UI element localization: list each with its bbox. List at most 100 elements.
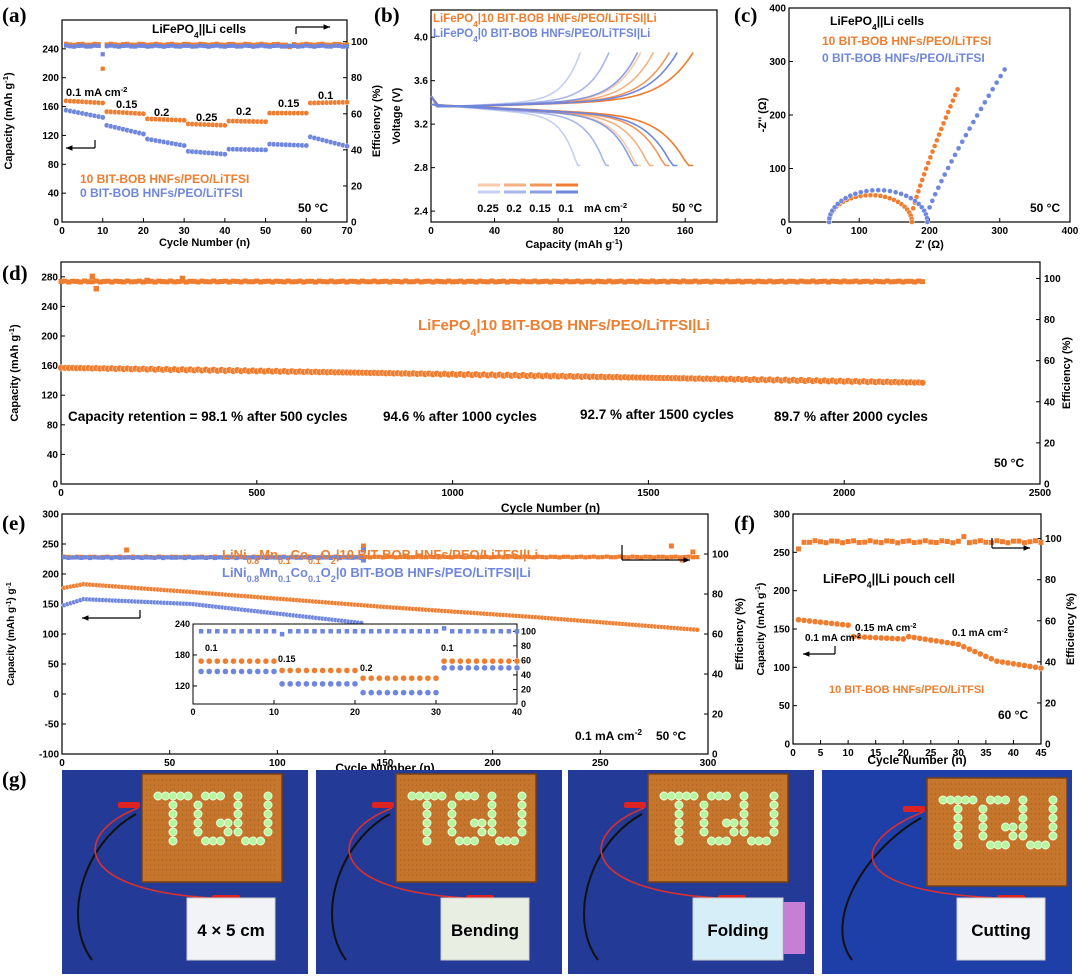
efficiency-point bbox=[174, 555, 179, 560]
text-span: -Z'' (Ω) bbox=[757, 97, 769, 132]
data-point bbox=[974, 112, 980, 119]
text-span: LiNi bbox=[222, 547, 247, 562]
efficiency-point bbox=[613, 555, 618, 560]
text-span: LiFePO bbox=[418, 317, 471, 334]
efficiency-point bbox=[320, 279, 326, 285]
led bbox=[517, 827, 527, 837]
efficiency-point bbox=[277, 279, 283, 285]
y-right-tick-label: 40 bbox=[521, 670, 531, 680]
efficiency-point bbox=[862, 539, 868, 545]
inset-efficiency-point bbox=[271, 629, 277, 634]
efficiency-point bbox=[594, 278, 600, 284]
temperature-label: 50 °C bbox=[672, 201, 702, 215]
led bbox=[263, 818, 273, 828]
y-tick-label: 160 bbox=[41, 361, 58, 372]
efficiency-point bbox=[939, 538, 945, 544]
efficiency-point bbox=[436, 555, 441, 560]
led bbox=[1001, 822, 1010, 832]
data-point bbox=[863, 188, 870, 194]
rate-legend-label: 0.2 bbox=[506, 203, 521, 215]
inset-efficiency-point bbox=[296, 629, 301, 634]
efficiency-point bbox=[262, 278, 268, 284]
inset-frame bbox=[192, 623, 518, 705]
efficiency-point bbox=[418, 279, 424, 285]
efficiency-point bbox=[120, 43, 126, 49]
efficiency-point bbox=[656, 554, 661, 559]
chart-b: 0 40 80 120 160 2.4 2.8 3.2 3.6 4.0 Capacity (mAh … bbox=[391, 9, 718, 251]
panel-label-g: (g) bbox=[2, 767, 27, 791]
inset-point bbox=[359, 674, 367, 682]
data-point bbox=[940, 120, 947, 127]
efficiency-point bbox=[747, 278, 753, 284]
efficiency-point bbox=[97, 279, 103, 285]
data-point bbox=[933, 637, 940, 645]
efficiency-point bbox=[279, 44, 284, 49]
data-point bbox=[262, 118, 269, 125]
efficiency-point bbox=[207, 279, 213, 285]
rate-label: 0.1 mA cm-2 bbox=[575, 727, 642, 743]
y-right-tick-label: 60 bbox=[1044, 356, 1056, 367]
text-span: 0.1 mA cm bbox=[575, 729, 635, 743]
efficiency-point bbox=[379, 278, 385, 284]
data-point bbox=[900, 635, 907, 643]
inset-point bbox=[214, 657, 221, 665]
efficiency-point bbox=[194, 44, 199, 49]
efficiency-point bbox=[254, 278, 260, 284]
efficiency-point bbox=[944, 539, 950, 545]
y-tick-label: 100 bbox=[773, 663, 790, 674]
efficiency-point bbox=[845, 279, 851, 285]
led bbox=[517, 818, 527, 828]
efficiency-point bbox=[96, 43, 101, 49]
efficiency-point bbox=[100, 66, 105, 71]
efficiency-point bbox=[810, 278, 816, 284]
led bbox=[961, 795, 970, 805]
legend-blue: 0 BIT-BOB HNFs/PEO/LiTFSI bbox=[80, 186, 243, 200]
efficiency-point bbox=[647, 554, 652, 559]
demo-photo-3: Folding bbox=[568, 770, 814, 974]
text-span: 0.8 bbox=[247, 556, 260, 566]
efficiency-point bbox=[442, 279, 448, 285]
led bbox=[495, 836, 504, 846]
data-point bbox=[942, 171, 948, 178]
led bbox=[769, 800, 779, 810]
efficiency-point bbox=[449, 555, 454, 560]
y-right-tick-label: 0 bbox=[1045, 740, 1051, 751]
retention-1500: 92.7 % after 1500 cycles bbox=[580, 407, 734, 422]
legend-blue: LiNi0.8Mn0.1Co0.1O2|0 BIT-BOB HNFs/PEO/L… bbox=[222, 565, 531, 584]
efficiency-point bbox=[161, 555, 166, 561]
efficiency-point bbox=[461, 279, 467, 285]
x-tick-label: 160 bbox=[677, 226, 694, 237]
inset-point bbox=[311, 667, 318, 674]
led bbox=[699, 827, 709, 837]
text-span: LiNi bbox=[222, 565, 247, 580]
efficiency-point bbox=[283, 44, 289, 49]
efficiency-point bbox=[928, 539, 934, 545]
efficiency-point bbox=[851, 538, 857, 544]
efficiency-point bbox=[531, 555, 536, 560]
efficiency-point bbox=[316, 43, 321, 49]
efficiency-point bbox=[602, 279, 608, 285]
led bbox=[422, 836, 432, 846]
pouch-cell bbox=[186, 897, 276, 961]
efficiency-point bbox=[222, 44, 227, 49]
efficiency-point bbox=[211, 278, 217, 284]
inset-point bbox=[205, 657, 213, 665]
efficiency-point bbox=[873, 278, 879, 284]
led bbox=[193, 800, 203, 810]
efficiency-point bbox=[814, 279, 820, 285]
x-tick-label: 10 bbox=[843, 748, 855, 759]
efficiency-point bbox=[735, 278, 741, 284]
led bbox=[674, 818, 684, 828]
led bbox=[168, 800, 178, 810]
led bbox=[477, 827, 487, 837]
data-point bbox=[872, 634, 879, 641]
panel-label-e: (e) bbox=[2, 511, 25, 535]
led bbox=[168, 827, 178, 837]
efficiency-point bbox=[700, 278, 706, 284]
efficiency-point bbox=[285, 278, 291, 284]
x-axis-title: Z' (Ω) bbox=[915, 239, 944, 251]
arrow-right-efficiency-head bbox=[323, 24, 330, 30]
efficiency-point bbox=[329, 555, 334, 561]
data-point bbox=[140, 110, 147, 117]
led bbox=[223, 827, 233, 837]
